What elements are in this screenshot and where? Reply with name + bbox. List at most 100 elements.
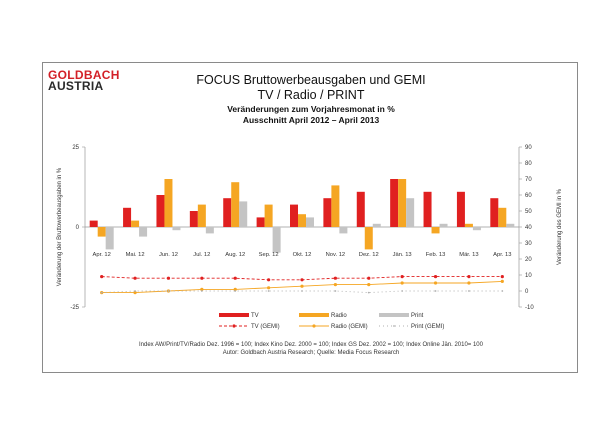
chart-title: FOCUS Bruttowerbeausgaben und GEMI bbox=[196, 73, 426, 87]
bar-tv bbox=[290, 204, 298, 227]
point-radio-gemi- bbox=[233, 287, 237, 291]
point-radio-gemi- bbox=[500, 279, 504, 283]
legend-marker bbox=[393, 325, 395, 327]
point-print-gemi- bbox=[434, 290, 437, 292]
bar-tv bbox=[89, 220, 98, 227]
right-tick-label: -10 bbox=[525, 305, 534, 311]
right-tick-label: 10 bbox=[525, 273, 532, 279]
bar-tv bbox=[123, 207, 132, 227]
bar-radio bbox=[264, 204, 273, 227]
bar-tv bbox=[256, 217, 265, 227]
point-print-gemi- bbox=[167, 290, 170, 292]
right-tick-label: 30 bbox=[525, 241, 532, 247]
bar-print bbox=[506, 223, 515, 227]
point-print-gemi- bbox=[468, 290, 470, 292]
bar-radio bbox=[464, 223, 473, 227]
goldbach-logo: GOLDBACH AUSTRIA bbox=[48, 68, 120, 93]
bar-print bbox=[139, 227, 148, 237]
bar-tv bbox=[390, 179, 399, 227]
legend-swatch-tv bbox=[219, 313, 249, 317]
right-tick-label: 60 bbox=[525, 193, 532, 199]
point-print-gemi- bbox=[200, 290, 203, 292]
point-tv-gemi- bbox=[333, 276, 337, 280]
bar-print bbox=[306, 217, 314, 227]
bar-radio bbox=[197, 204, 206, 227]
bar-print bbox=[272, 227, 281, 253]
bar-tv bbox=[356, 191, 365, 227]
bar-radio bbox=[431, 227, 440, 234]
point-radio-gemi- bbox=[267, 286, 271, 290]
chart-subtitle-3: Ausschnitt April 2012 – April 2013 bbox=[242, 115, 380, 125]
x-tick-label: Feb. 13 bbox=[426, 252, 446, 258]
point-radio-gemi- bbox=[133, 291, 137, 295]
footnote-index: Index AW/Print/TV/Radio Dez. 1996 = 100;… bbox=[138, 342, 483, 348]
chart-title-block: FOCUS Bruttowerbeausgaben und GEMI TV / … bbox=[161, 73, 461, 126]
bar-print bbox=[339, 227, 348, 234]
right-tick-label: 40 bbox=[525, 225, 532, 231]
legend-label: TV bbox=[251, 313, 259, 319]
point-print-gemi- bbox=[301, 290, 303, 292]
x-tick-label: Mär. 13 bbox=[459, 252, 478, 258]
bar-radio bbox=[97, 227, 106, 237]
chart-subtitle-2: Veränderungen zum Vorjahresmonat in % bbox=[227, 104, 395, 114]
left-tick-label: 0 bbox=[76, 225, 80, 231]
point-radio-gemi- bbox=[433, 281, 438, 285]
left-tick-label: 25 bbox=[72, 145, 79, 151]
left-axis-title: Veränderung der Bruttowerbeausgaben in % bbox=[57, 167, 63, 286]
bar-print bbox=[239, 201, 248, 227]
x-tick-label: Sep. 12 bbox=[259, 252, 279, 258]
bar-radio bbox=[331, 185, 340, 227]
bar-print bbox=[472, 227, 481, 231]
legend-swatch-print bbox=[379, 313, 409, 317]
logo-line2: AUSTRIA bbox=[48, 79, 104, 93]
point-radio-gemi- bbox=[367, 283, 371, 287]
right-tick-label: 20 bbox=[525, 257, 532, 263]
bar-tv bbox=[456, 191, 465, 227]
x-tick-label: Apr. 12 bbox=[93, 252, 111, 258]
point-tv-gemi- bbox=[200, 276, 204, 280]
point-tv-gemi- bbox=[267, 278, 271, 282]
bar-print bbox=[172, 227, 181, 231]
point-tv-gemi- bbox=[400, 275, 404, 279]
point-print-gemi- bbox=[134, 290, 136, 292]
point-print-gemi- bbox=[501, 290, 504, 292]
bar-tv bbox=[490, 198, 499, 227]
point-radio-gemi- bbox=[400, 281, 404, 285]
x-tick-label: Jul. 12 bbox=[193, 252, 210, 258]
bar-tv bbox=[323, 198, 332, 227]
x-tick-label: Apr. 13 bbox=[493, 252, 511, 258]
bar-print bbox=[105, 227, 114, 250]
point-radio-gemi- bbox=[467, 281, 471, 285]
x-tick-label: Mai. 12 bbox=[126, 252, 145, 258]
point-tv-gemi- bbox=[233, 276, 237, 280]
legend-label: Radio bbox=[331, 313, 347, 319]
bar-radio bbox=[298, 214, 306, 227]
chart-card: GOLDBACH AUSTRIA FOCUS Bruttowerbeausgab… bbox=[42, 62, 578, 373]
legend-label: TV (GEMI) bbox=[251, 324, 280, 330]
bar-print bbox=[406, 198, 415, 227]
right-tick-label: 70 bbox=[525, 177, 532, 183]
point-print-gemi- bbox=[100, 291, 103, 294]
bar-tv bbox=[423, 191, 432, 227]
point-print-gemi- bbox=[267, 290, 270, 292]
right-axis-title: Veränderung des GEMI in % bbox=[557, 188, 563, 265]
legend-marker bbox=[232, 324, 236, 328]
right-tick-label: 0 bbox=[525, 289, 529, 295]
point-print-gemi- bbox=[234, 290, 237, 292]
point-radio-gemi- bbox=[200, 287, 204, 291]
x-tick-label: Aug. 12 bbox=[225, 252, 245, 258]
point-tv-gemi- bbox=[300, 278, 304, 282]
point-tv-gemi- bbox=[166, 276, 171, 280]
bar-print bbox=[372, 223, 381, 227]
point-radio-gemi- bbox=[300, 284, 304, 288]
bar-print bbox=[205, 227, 214, 234]
bar-tv bbox=[223, 198, 232, 227]
logo-line1: GOLDBACH bbox=[48, 68, 120, 82]
legend-swatch-radio bbox=[299, 313, 329, 317]
bar-radio bbox=[231, 182, 240, 227]
bar-tv bbox=[156, 195, 165, 227]
point-print-gemi- bbox=[367, 291, 370, 294]
legend-label: Print bbox=[411, 313, 424, 319]
legend-label: Print (GEMI) bbox=[411, 324, 444, 330]
x-tick-label: Jän. 13 bbox=[393, 252, 412, 258]
